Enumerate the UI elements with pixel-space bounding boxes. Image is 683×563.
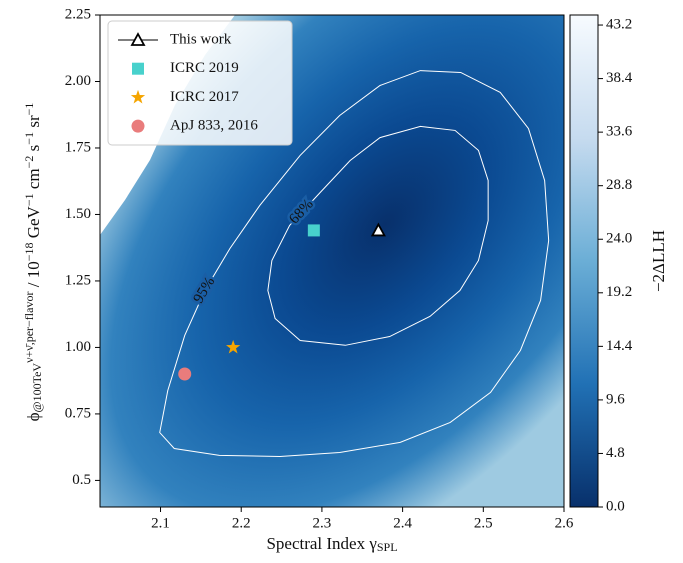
y-tick-label: 0.5 [72,472,91,488]
label-part: −18 [22,243,36,262]
contour-line [267,125,489,346]
marker [226,339,241,354]
legend-label: This work [170,31,232,47]
label-part: −1 [22,103,36,116]
y-tick-label: 1.25 [65,272,91,288]
y-tick-label: 2.25 [65,6,91,22]
label-part: −2 [22,156,36,169]
x-tick-label: 2.4 [393,515,412,531]
label-part: s [24,145,43,156]
x-tick-label: 2.3 [313,515,332,531]
legend-marker [131,119,145,133]
marker [370,222,386,237]
colorbar-tick-label: 28.8 [606,177,632,193]
label-part: sr [24,115,43,132]
legend-marker [130,89,146,104]
colorbar-tick-label: 43.2 [606,16,632,32]
colorbar-tick-label: 14.4 [606,338,633,354]
colorbar-tick-label: 38.4 [606,70,633,86]
colorbar [569,14,599,508]
y-tick-label: 2.00 [65,73,91,89]
label-part: GeV [24,205,43,242]
label-part: −1 [22,132,36,145]
y-tick-label: 1.00 [65,339,91,355]
x-tick-label: 2.1 [151,515,170,531]
x-tick-label: 2.5 [474,515,493,531]
label-part: / 10 [24,261,43,291]
colorbar-tick-label: 33.6 [606,124,633,140]
legend-marker [130,32,146,46]
colorbar-tick-label: 19.2 [606,284,632,300]
x-axis-label: Spectral Index γSPL [266,534,397,554]
label-part: cm [24,168,43,193]
y-tick-label: 1.50 [65,206,91,222]
colorbar-tick-label: 0.0 [606,498,625,514]
label-part: Spectral Index γ [266,534,377,553]
y-axis-label: ϕ@100TeVν+ν̄,per−flavor / 10−18 GeV−1 cm… [22,103,44,422]
x-tick-label: 2.2 [232,515,251,531]
label-part: ϕ [24,412,43,421]
contour-line [159,70,550,457]
legend-label: ICRC 2019 [170,60,239,76]
legend-marker [132,62,144,75]
label-part: −1 [22,193,36,206]
label-part: SPL [377,540,398,554]
x-tick-label: 2.6 [555,515,574,531]
legend-box [107,20,293,146]
y-tick-label: 1.75 [65,139,91,155]
label-part: ν+ν̄,per−flavor [22,292,36,363]
y-tick-label: 0.75 [65,405,91,421]
colorbar-tick-label: 24.0 [606,231,632,247]
marker [307,224,320,237]
axes-frame [99,14,565,508]
marker [178,367,192,381]
legend-label: ICRC 2017 [170,89,239,105]
legend-label: ApJ 833, 2016 [170,118,258,134]
colorbar-tick-label: 9.6 [606,391,625,407]
label-part: @100TeV [30,363,44,413]
colorbar-label: −2ΔLLH [649,230,668,292]
colorbar-tick-label: 4.8 [606,445,625,461]
